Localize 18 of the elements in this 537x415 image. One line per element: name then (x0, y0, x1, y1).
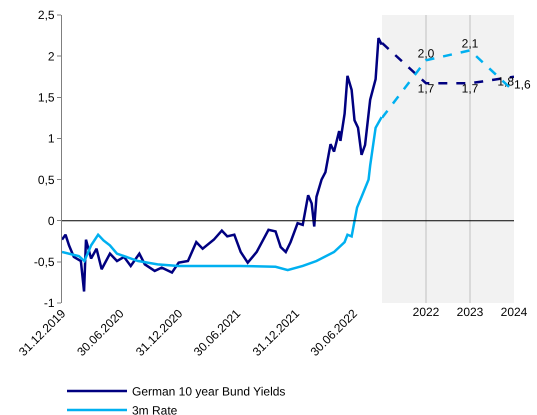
x-tick-label: 2024 (500, 305, 528, 319)
y-tick-label: 2,5 (38, 8, 55, 22)
data-label: 2,1 (462, 36, 479, 50)
legend-label: 3m Rate (132, 404, 178, 415)
data-label: 2,0 (418, 46, 435, 60)
y-tick-label: 0 (48, 214, 55, 228)
y-tick-label: 1 (48, 132, 55, 146)
legend-label: German 10 year Bund Yields (132, 384, 286, 399)
y-tick-label: 0,5 (38, 172, 55, 187)
y-tick-label: -1 (44, 296, 55, 310)
data-label: 1,7 (418, 81, 435, 96)
x-tick-label: 2023 (456, 305, 484, 319)
data-label: 1,6 (514, 78, 532, 92)
y-tick-label: -0,5 (34, 255, 55, 270)
data-label: 1,7 (462, 81, 479, 96)
y-tick-label: 1,5 (38, 90, 55, 104)
y-tick-label: 2 (48, 49, 55, 64)
x-tick-label: 2022 (412, 305, 440, 319)
